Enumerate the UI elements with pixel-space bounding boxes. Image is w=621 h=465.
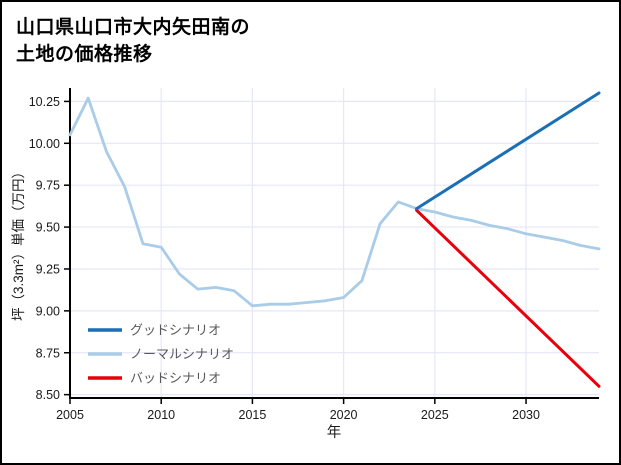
x-tick-label: 2025 [421,408,449,422]
series-layer [68,91,601,388]
x-tick-label: 2005 [56,408,84,422]
legend-label-bad-scenario: バッドシナリオ [130,371,221,386]
y-tick-label: 8.50 [36,388,60,402]
series-line-normal-scenario [68,96,601,308]
y-tick-label: 10.25 [29,95,60,109]
x-tick-label: 2015 [239,408,267,422]
chart-title-line1: 山口県山口市大内矢田南の [16,17,251,38]
price-trend-line-chart: 8.50 8.75 9.00 9.25 9.50 9.75 10.00 10.25 2005 20… [11,88,601,441]
x-tick-label: 2020 [330,408,358,422]
grid-layer [69,88,599,398]
x-tick-label: 2010 [147,408,175,422]
y-tick-label: 8.75 [36,346,60,360]
y-tick-label: 9.00 [36,304,60,318]
y-tick-label: 10.00 [29,137,60,151]
x-axis-label: 年 [327,424,342,441]
chart-title: 山口県山口市大内矢田南の 土地の価格推移 [16,14,250,68]
series-line-bad-scenario [415,208,601,388]
series-line-good-scenario [415,91,601,211]
y-tick-label: 9.75 [36,179,60,193]
axis-layer: 8.50 8.75 9.00 9.25 9.50 9.75 10.00 10.25 2005 20… [29,88,599,422]
y-axis-label: 坪（3.3m²）単価（万円） [11,165,26,321]
legend-label-good-scenario: グッドシナリオ [130,323,221,338]
y-tick-label: 9.25 [36,262,60,276]
x-tick-label: 2030 [512,408,540,422]
legend-label-normal-scenario: ノーマルシナリオ [130,347,234,362]
chart-title-line2: 土地の価格推移 [16,44,153,65]
y-tick-label: 9.50 [36,221,60,235]
